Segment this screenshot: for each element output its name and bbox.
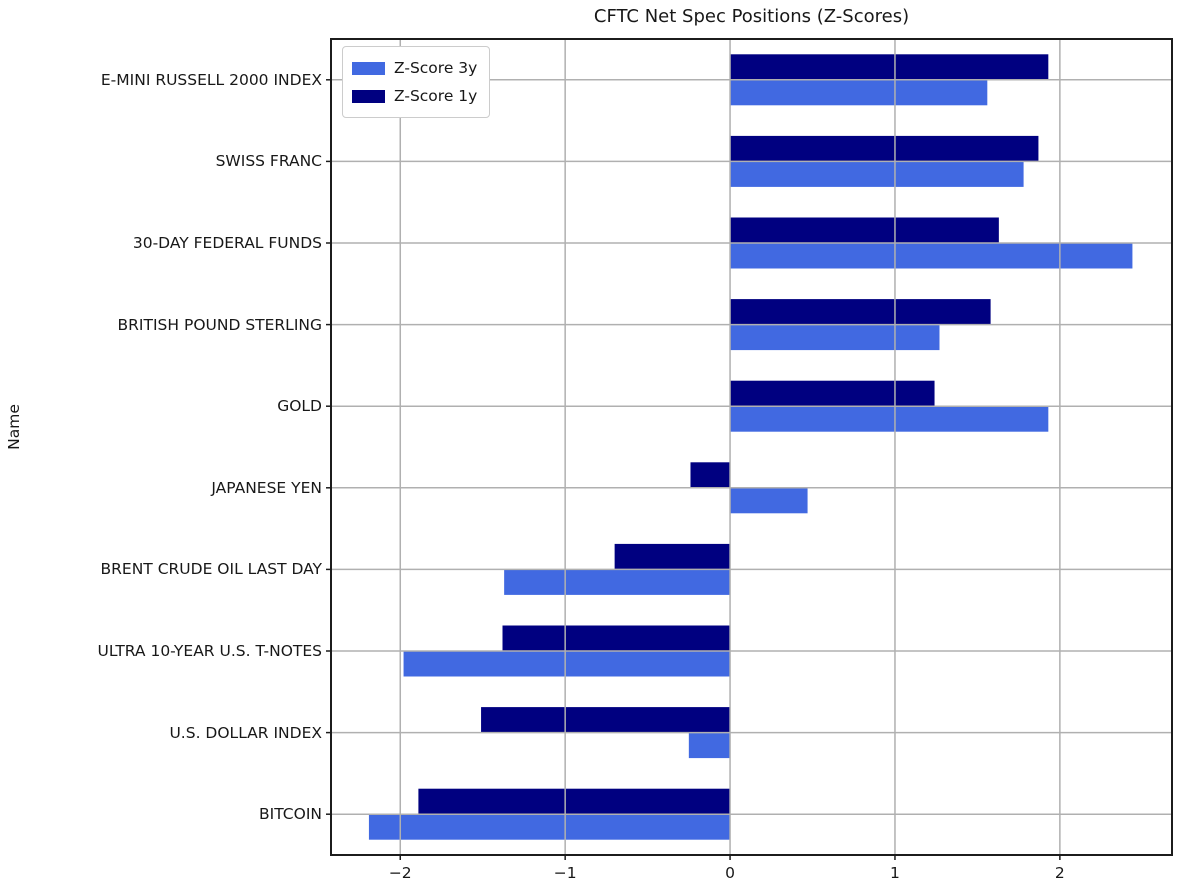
bar-zscore-3y [368, 814, 731, 840]
x-tick-label: 2 [1054, 864, 1065, 882]
x-tick-label: 0 [725, 864, 735, 882]
y-tick-label: SWISS FRANC [215, 152, 322, 171]
bar-zscore-1y [690, 462, 731, 488]
legend: Z-Score 3y Z-Score 1y [342, 46, 491, 118]
bar-zscore-1y [614, 543, 731, 570]
bar-zscore-3y [730, 79, 988, 106]
legend-swatch-3y-icon [352, 61, 385, 75]
x-tick-label: 1 [890, 864, 900, 882]
legend-label-3y: Z-Score 3y [394, 59, 478, 77]
chart-title: CFTC Net Spec Positions (Z-Scores) [593, 6, 910, 27]
bar-zscore-1y [730, 135, 1039, 162]
bar-zscore-1y [502, 625, 731, 651]
bar-zscore-1y [730, 380, 935, 407]
bar-zscore-3y [730, 161, 1024, 187]
legend-item-zscore-3y: Z-Score 3y [352, 54, 477, 82]
x-tick-label: −2 [388, 864, 412, 882]
bar-zscore-3y [403, 651, 731, 677]
bar-zscore-1y [418, 788, 731, 815]
y-tick-label: BITCOIN [259, 805, 322, 824]
bar-zscore-3y [688, 732, 731, 759]
bar-zscore-3y [730, 406, 1049, 432]
bar-zscore-1y [481, 707, 731, 733]
bar-zscore-1y [730, 217, 999, 243]
x-tick-label: −1 [553, 864, 577, 882]
bar-zscore-1y [730, 299, 991, 325]
bar-zscore-3y [504, 569, 731, 595]
bar-zscore-1y [730, 54, 1049, 80]
y-tick-label: U.S. DOLLAR INDEX [169, 723, 322, 742]
y-tick-label: ULTRA 10-YEAR U.S. T-NOTES [97, 642, 322, 660]
plot-border [330, 38, 1173, 856]
bar-zscore-3y [730, 243, 1133, 269]
y-tick-label: E-MINI RUSSELL 2000 INDEX [100, 70, 322, 89]
y-tick-label: BRITISH POUND STERLING [117, 315, 322, 334]
bar-zscore-3y [730, 487, 808, 514]
legend-label-1y: Z-Score 1y [394, 87, 478, 105]
legend-swatch-1y-icon [352, 89, 385, 103]
bar-zscore-3y [730, 324, 940, 351]
y-tick-label: GOLD [277, 397, 322, 416]
y-tick-label: BRENT CRUDE OIL LAST DAY [100, 560, 322, 579]
legend-item-zscore-1y: Z-Score 1y [352, 82, 477, 110]
y-tick-label: JAPANESE YEN [211, 478, 322, 497]
y-tick-label: 30-DAY FEDERAL FUNDS [132, 234, 322, 252]
